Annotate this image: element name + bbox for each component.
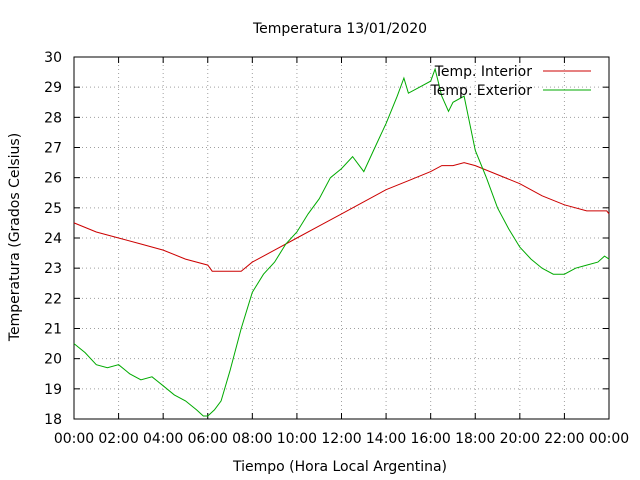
x-tick-label: 00:00	[589, 431, 629, 447]
series-line-exterior	[73, 67, 610, 417]
y-tick-label: 20	[44, 352, 62, 368]
y-tick-label: 22	[44, 291, 62, 307]
x-tick-label: 04:00	[143, 431, 183, 447]
legend: Temp. Interior Temp. Exterior	[430, 64, 591, 99]
y-tick-label: 21	[44, 322, 62, 338]
ticks: 00:00 02:00 04:00 06:00 08:00 10:00 12:00 14:00…	[44, 50, 629, 447]
chart-title: Temperatura 13/01/2020	[252, 21, 427, 37]
x-tick-label: 16:00	[410, 431, 450, 447]
legend-label: Temp. Interior	[434, 64, 533, 80]
series-group	[73, 67, 610, 417]
y-tick-label: 30	[44, 50, 62, 66]
x-tick-label: 06:00	[188, 431, 228, 447]
y-tick-label: 25	[44, 201, 62, 217]
x-tick-label: 20:00	[500, 431, 540, 447]
y-tick-label: 19	[44, 382, 62, 398]
x-tick-label: 14:00	[366, 431, 406, 447]
y-tick-label: 29	[44, 80, 62, 96]
y-tick-label: 26	[44, 171, 62, 187]
y-axis-label: Temperatura (Grados Celsius)	[7, 133, 23, 342]
x-tick-label: 00:00	[54, 431, 94, 447]
x-tick-label: 12:00	[321, 431, 361, 447]
x-tick-label: 18:00	[455, 431, 495, 447]
y-tick-label: 23	[44, 261, 62, 277]
x-axis-label: Tiempo (Hora Local Argentina)	[232, 459, 447, 475]
legend-label: Temp. Exterior	[430, 83, 533, 99]
x-tick-label: 02:00	[98, 431, 138, 447]
x-tick-label: 08:00	[232, 431, 272, 447]
series-line-interior	[73, 162, 610, 272]
x-tick-label: 10:00	[277, 431, 317, 447]
x-tick-label: 22:00	[544, 431, 584, 447]
y-tick-label: 27	[44, 141, 62, 157]
y-tick-label: 28	[44, 110, 62, 126]
y-tick-label: 18	[44, 412, 62, 428]
y-tick-label: 24	[44, 231, 62, 247]
